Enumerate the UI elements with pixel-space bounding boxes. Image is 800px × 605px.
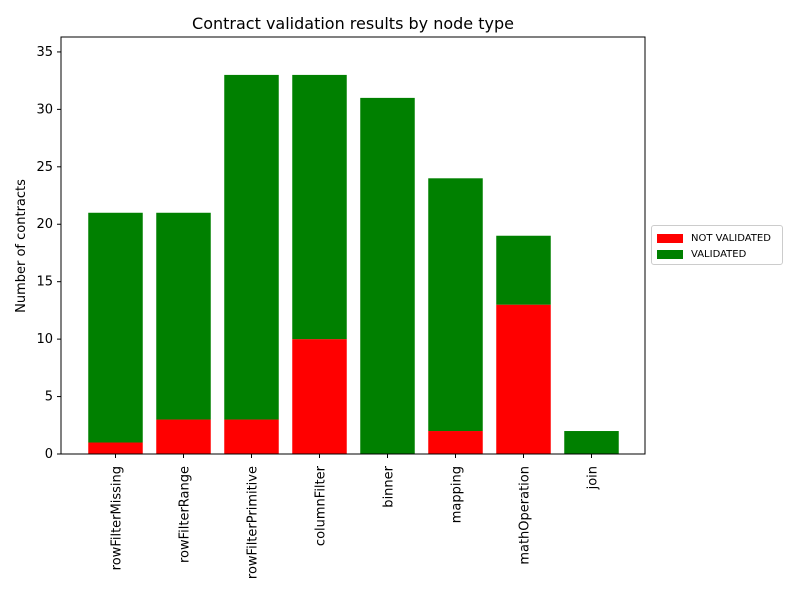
bar-not-validated-rowfilterrange: [156, 419, 211, 454]
y-tick-label: 35: [36, 45, 53, 60]
bar-validated-binner: [360, 97, 415, 454]
x-tick-label-mapping: mapping: [450, 466, 465, 523]
x-tick-label-rowfilterrange: rowFilterRange: [178, 466, 193, 563]
legend-item-not-validated: NOT VALIDATED: [657, 230, 777, 246]
bar-validated-rowfilterrange: [156, 212, 211, 420]
x-tick-label-binner: binner: [382, 465, 397, 507]
bar-not-validated-columnfilter: [292, 339, 347, 454]
legend-label-validated: VALIDATED: [691, 248, 747, 260]
y-axis: 0 5 10 15 20 25 30 35: [36, 45, 61, 462]
bar-validated-columnfilter: [292, 74, 347, 340]
y-axis-label: Number of contracts: [14, 179, 29, 313]
chart-title: Contract validation results by node type: [192, 14, 514, 33]
bar-not-validated-mathoperation: [496, 304, 551, 454]
x-tick-label-mathoperation: mathOperation: [518, 466, 533, 565]
legend-swatch-validated: [657, 249, 683, 259]
x-tick-label-columnfilter: columnFilter: [314, 465, 329, 546]
y-tick-label: 20: [36, 217, 53, 232]
y-tick-label: 0: [45, 447, 53, 462]
bar-not-validated-rowfilterprimitive: [224, 419, 279, 454]
y-tick-label: 30: [36, 102, 53, 117]
legend-item-validated: VALIDATED: [657, 246, 777, 262]
legend-label-not-validated: NOT VALIDATED: [691, 232, 771, 244]
bar-validated-mapping: [428, 178, 483, 432]
y-tick-label: 15: [36, 275, 53, 290]
x-tick-label-rowfilterprimitive: rowFilterPrimitive: [246, 466, 261, 579]
bar-validated-rowfiltermissing: [88, 212, 143, 443]
y-tick-label: 10: [36, 332, 53, 347]
y-tick-label: 25: [36, 160, 53, 175]
bar-not-validated-rowfiltermissing: [88, 442, 143, 454]
x-tick-label-join: join: [586, 466, 601, 490]
bar-validated-rowfilterprimitive: [224, 74, 279, 420]
legend: NOT VALIDATED VALIDATED: [651, 225, 783, 265]
bar-not-validated-mapping: [428, 431, 483, 454]
plot-frame: [60, 36, 646, 455]
y-tick-label: 5: [45, 390, 53, 405]
bar-validated-mathoperation: [496, 235, 551, 305]
x-axis: rowFilterMissing rowFilterRange rowFilterP…: [110, 454, 601, 579]
x-tick-label-rowfiltermissing: rowFilterMissing: [110, 466, 125, 570]
legend-swatch-not-validated: [657, 233, 683, 243]
bars-layer: [88, 74, 619, 454]
bar-validated-join: [564, 431, 619, 454]
